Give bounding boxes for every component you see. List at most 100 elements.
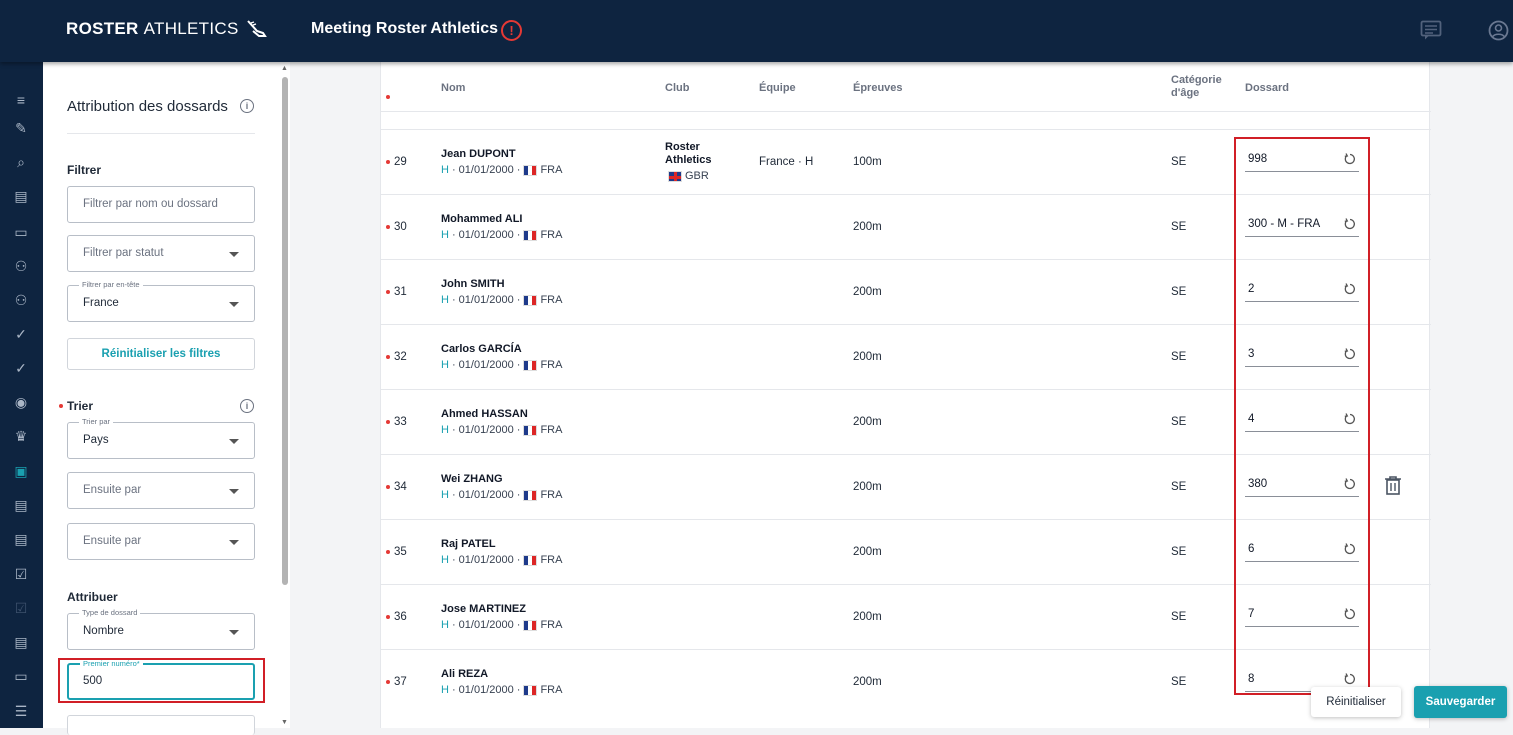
info-icon[interactable]: i	[240, 399, 254, 413]
athlete-name[interactable]: John SMITH	[441, 278, 505, 290]
bib-input[interactable]: 3	[1245, 347, 1359, 367]
filter-status-select[interactable]: Filtrer par statut	[67, 235, 255, 272]
column-header-nom[interactable]: Nom	[441, 82, 466, 94]
column-header-club[interactable]: Club	[665, 82, 690, 94]
then-by-select-1[interactable]: Ensuite par	[67, 472, 255, 509]
row-number: 35	[394, 546, 407, 558]
table-row: 36 Jose MARTINEZ H · 01/01/2000 · FRA 200m SE 7	[381, 584, 1431, 649]
chevron-down-icon	[229, 630, 239, 635]
account-icon[interactable]	[1488, 20, 1509, 46]
reset-icon[interactable]	[1343, 217, 1357, 231]
france-flag-icon	[523, 294, 538, 306]
logo-bold-text: ROSTER	[66, 19, 139, 38]
bib-input[interactable]: 6	[1245, 542, 1359, 562]
chevron-down-icon	[229, 489, 239, 494]
age-category: SE	[1171, 481, 1187, 493]
search-icon[interactable]: ⌕	[17, 153, 25, 170]
alert-icon[interactable]: !	[501, 20, 522, 41]
info-icon[interactable]: i	[240, 99, 254, 113]
reset-icon[interactable]	[1343, 607, 1357, 621]
document-alt-icon[interactable]: ▤	[14, 530, 28, 547]
trophy-icon[interactable]: ♛	[14, 427, 28, 444]
bib-type-select[interactable]: Type de dossard Nombre	[67, 608, 255, 650]
first-number-input[interactable]: Premier numéro* 500	[67, 659, 255, 700]
age-category: SE	[1171, 351, 1187, 363]
assign-section-label: Attribuer	[67, 590, 118, 604]
then-by-select-2[interactable]: Ensuite par	[67, 523, 255, 560]
bib-assignment-panel: Attribution des dossards i Filtrer Filtr…	[43, 62, 290, 735]
country-code: FRA	[540, 554, 563, 566]
athlete-name[interactable]: Mohammed ALI	[441, 213, 523, 225]
age-category: SE	[1171, 611, 1187, 623]
list-icon[interactable]: ▤	[14, 187, 28, 204]
list-bullets-icon[interactable]: ☰	[14, 702, 28, 719]
athlete-name[interactable]: Wei ZHANG	[441, 473, 503, 485]
sort-by-select[interactable]: Trier par Pays	[67, 417, 255, 459]
athlete-name[interactable]: Jose MARTINEZ	[441, 603, 526, 615]
bib-input[interactable]: 4	[1245, 412, 1359, 432]
reset-button[interactable]: Réinitialiser	[1311, 687, 1401, 717]
filter-search-input[interactable]: Filtrer par nom ou dossard	[67, 186, 255, 223]
briefcase-icon[interactable]: ▭	[14, 667, 28, 684]
filter-header-select[interactable]: Filtrer par en-tête France	[67, 280, 255, 322]
scroll-down-icon[interactable]: ▼	[281, 719, 288, 726]
reset-icon[interactable]	[1343, 282, 1357, 296]
apply-button-partial[interactable]	[67, 715, 255, 735]
reset-icon[interactable]	[1343, 542, 1357, 556]
check-circle-outline-icon[interactable]: ✓	[15, 359, 27, 376]
reset-icon[interactable]	[1343, 412, 1357, 426]
group-icon[interactable]: ⚇	[14, 291, 28, 308]
header-divider	[381, 111, 1431, 112]
athlete-name[interactable]: Carlos GARCÍA	[441, 343, 522, 355]
check-circle-icon[interactable]: ✓	[15, 325, 27, 342]
report-icon[interactable]: ▤	[14, 633, 28, 650]
chevron-down-icon	[229, 439, 239, 444]
birth-date: · 01/01/2000 ·	[451, 424, 521, 436]
divider	[67, 133, 255, 134]
eye-icon[interactable]: ◉	[14, 393, 28, 410]
reset-icon[interactable]	[1343, 347, 1357, 361]
scrollbar-thumb[interactable]	[282, 77, 288, 585]
athlete-name[interactable]: Jean DUPONT	[441, 148, 516, 160]
bib-input[interactable]: 8	[1245, 672, 1359, 692]
bib-input[interactable]: 998	[1245, 152, 1359, 172]
gender: H	[441, 424, 449, 436]
checkbox-icon[interactable]: ☑	[14, 565, 28, 582]
column-header-equipe[interactable]: Équipe	[759, 82, 796, 94]
bib-table: Nom Club Équipe Épreuves Catégorie d'âge…	[380, 62, 1431, 728]
column-header-epreuves[interactable]: Épreuves	[853, 82, 903, 94]
navigation-rail: ≡ ✎ ⌕ ▤ ▭ ⚇ ⚇ ✓ ✓ ◉ ♛ ▣ ▤ ▤ ☑ ☑ ▤ ▭ ☰	[0, 62, 43, 728]
bib-icon[interactable]: ▣	[14, 462, 28, 479]
club-country-code: GBR	[685, 170, 709, 182]
checkbox-disabled-icon[interactable]: ☑	[14, 599, 28, 616]
chat-icon[interactable]: ▭	[14, 223, 28, 240]
page-title: Meeting Roster Athletics	[311, 20, 498, 37]
users-icon[interactable]: ⚇	[14, 257, 28, 274]
reset-filters-button[interactable]: Réinitialiser les filtres	[67, 338, 255, 370]
document-icon[interactable]: ▤	[14, 496, 28, 513]
edit-icon[interactable]: ✎	[15, 119, 27, 136]
reset-icon[interactable]	[1343, 672, 1357, 686]
save-button[interactable]: Sauvegarder	[1414, 686, 1507, 718]
bib-input[interactable]: 300 - M - FRA	[1245, 217, 1359, 237]
club-name: Roster Athletics	[665, 141, 711, 167]
athlete-name[interactable]: Raj PATEL	[441, 538, 496, 550]
bib-input[interactable]: 7	[1245, 607, 1359, 627]
column-header-dossard[interactable]: Dossard	[1245, 82, 1290, 94]
bib-input[interactable]: 2	[1245, 282, 1359, 302]
athlete-name[interactable]: Ali REZA	[441, 668, 489, 680]
scroll-up-icon[interactable]: ▲	[281, 65, 288, 72]
column-header-categorie[interactable]: Catégorie d'âge	[1171, 74, 1222, 99]
reset-icon[interactable]	[1343, 152, 1357, 166]
trash-icon[interactable]	[1384, 475, 1402, 501]
athlete-name[interactable]: Ahmed HASSAN	[441, 408, 528, 420]
app-logo[interactable]: ROSTER ATHLETICS	[66, 19, 267, 39]
gender: H	[441, 164, 449, 176]
menu-icon[interactable]: ≡	[16, 92, 26, 108]
france-flag-icon	[523, 684, 538, 696]
reset-icon[interactable]	[1343, 477, 1357, 491]
bib-input[interactable]: 380	[1245, 477, 1359, 497]
messages-icon[interactable]	[1420, 20, 1442, 45]
bib-value: 4	[1248, 413, 1255, 425]
uk-flag-icon	[668, 170, 682, 182]
